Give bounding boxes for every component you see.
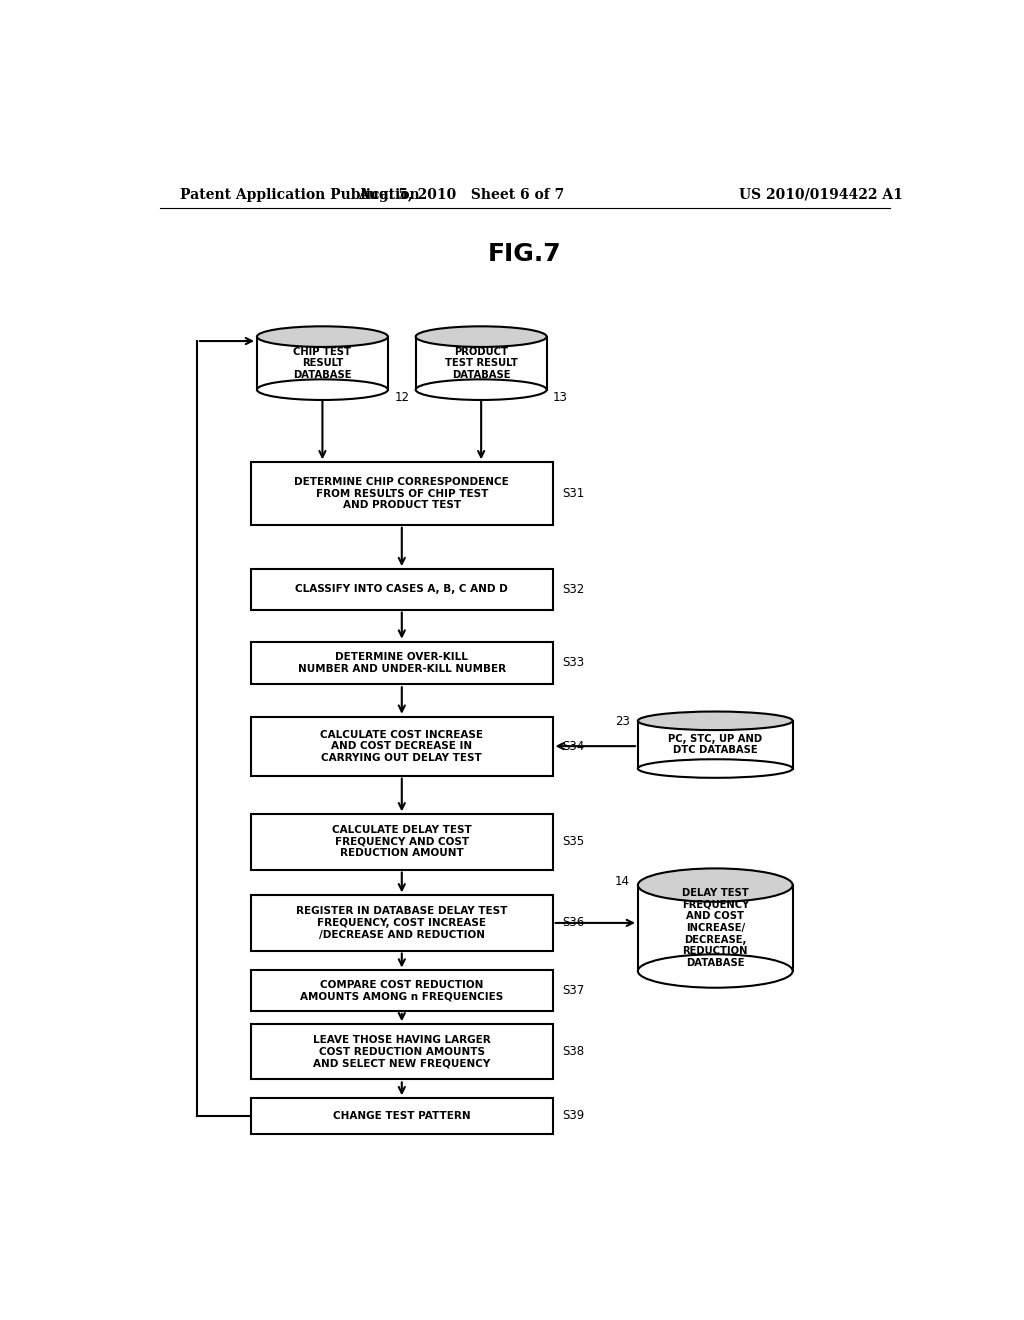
Text: Aug. 5, 2010   Sheet 6 of 7: Aug. 5, 2010 Sheet 6 of 7 bbox=[358, 187, 564, 202]
Text: CALCULATE COST INCREASE
AND COST DECREASE IN
CARRYING OUT DELAY TEST: CALCULATE COST INCREASE AND COST DECREAS… bbox=[321, 730, 483, 763]
Text: CHANGE TEST PATTERN: CHANGE TEST PATTERN bbox=[333, 1111, 471, 1121]
Text: S38: S38 bbox=[562, 1045, 585, 1059]
Text: DETERMINE CHIP CORRESPONDENCE
FROM RESULTS OF CHIP TEST
AND PRODUCT TEST: DETERMINE CHIP CORRESPONDENCE FROM RESUL… bbox=[295, 477, 509, 510]
Text: US 2010/0194422 A1: US 2010/0194422 A1 bbox=[739, 187, 903, 202]
Text: CHIP TEST
RESULT
DATABASE: CHIP TEST RESULT DATABASE bbox=[293, 347, 351, 380]
Text: S36: S36 bbox=[562, 916, 585, 929]
Text: S33: S33 bbox=[562, 656, 585, 669]
Ellipse shape bbox=[638, 954, 793, 987]
Text: DELAY TEST
FREQUENCY
AND COST
INCREASE/
DECREASE,
REDUCTION
DATABASE: DELAY TEST FREQUENCY AND COST INCREASE/ … bbox=[682, 888, 749, 968]
Ellipse shape bbox=[638, 759, 793, 777]
Polygon shape bbox=[638, 721, 793, 768]
FancyBboxPatch shape bbox=[251, 895, 553, 950]
Text: S34: S34 bbox=[562, 739, 585, 752]
Text: 12: 12 bbox=[394, 391, 410, 404]
FancyBboxPatch shape bbox=[251, 642, 553, 684]
Ellipse shape bbox=[257, 379, 388, 400]
Text: CALCULATE DELAY TEST
FREQUENCY AND COST
REDUCTION AMOUNT: CALCULATE DELAY TEST FREQUENCY AND COST … bbox=[332, 825, 472, 858]
Ellipse shape bbox=[638, 869, 793, 902]
Polygon shape bbox=[416, 337, 547, 389]
Text: S31: S31 bbox=[562, 487, 585, 500]
Polygon shape bbox=[638, 886, 793, 972]
Ellipse shape bbox=[416, 379, 547, 400]
Text: FIG.7: FIG.7 bbox=[488, 242, 561, 267]
Text: REGISTER IN DATABASE DELAY TEST
FREQUENCY, COST INCREASE
/DECREASE AND REDUCTION: REGISTER IN DATABASE DELAY TEST FREQUENC… bbox=[296, 907, 508, 940]
FancyBboxPatch shape bbox=[251, 970, 553, 1011]
Text: DETERMINE OVER-KILL
NUMBER AND UNDER-KILL NUMBER: DETERMINE OVER-KILL NUMBER AND UNDER-KIL… bbox=[298, 652, 506, 673]
Text: PC, STC, UP AND
DTC DATABASE: PC, STC, UP AND DTC DATABASE bbox=[669, 734, 762, 755]
Polygon shape bbox=[257, 337, 388, 389]
Ellipse shape bbox=[257, 326, 388, 347]
Ellipse shape bbox=[416, 326, 547, 347]
Text: 13: 13 bbox=[553, 391, 568, 404]
Text: PRODUCT
TEST RESULT
DATABASE: PRODUCT TEST RESULT DATABASE bbox=[444, 347, 517, 380]
FancyBboxPatch shape bbox=[251, 814, 553, 870]
Text: S39: S39 bbox=[562, 1109, 585, 1122]
Text: S32: S32 bbox=[562, 582, 585, 595]
FancyBboxPatch shape bbox=[251, 462, 553, 525]
Text: COMPARE COST REDUCTION
AMOUNTS AMONG n FREQUENCIES: COMPARE COST REDUCTION AMOUNTS AMONG n F… bbox=[300, 979, 504, 1002]
Text: Patent Application Publication: Patent Application Publication bbox=[179, 187, 419, 202]
FancyBboxPatch shape bbox=[251, 717, 553, 776]
Text: LEAVE THOSE HAVING LARGER
COST REDUCTION AMOUNTS
AND SELECT NEW FREQUENCY: LEAVE THOSE HAVING LARGER COST REDUCTION… bbox=[313, 1035, 490, 1068]
Text: 23: 23 bbox=[615, 715, 630, 729]
Text: CLASSIFY INTO CASES A, B, C AND D: CLASSIFY INTO CASES A, B, C AND D bbox=[295, 585, 508, 594]
FancyBboxPatch shape bbox=[251, 1024, 553, 1080]
Text: S35: S35 bbox=[562, 836, 585, 849]
FancyBboxPatch shape bbox=[251, 1098, 553, 1134]
Ellipse shape bbox=[638, 711, 793, 730]
FancyBboxPatch shape bbox=[251, 569, 553, 610]
Text: S37: S37 bbox=[562, 985, 585, 997]
Text: 14: 14 bbox=[615, 875, 630, 888]
